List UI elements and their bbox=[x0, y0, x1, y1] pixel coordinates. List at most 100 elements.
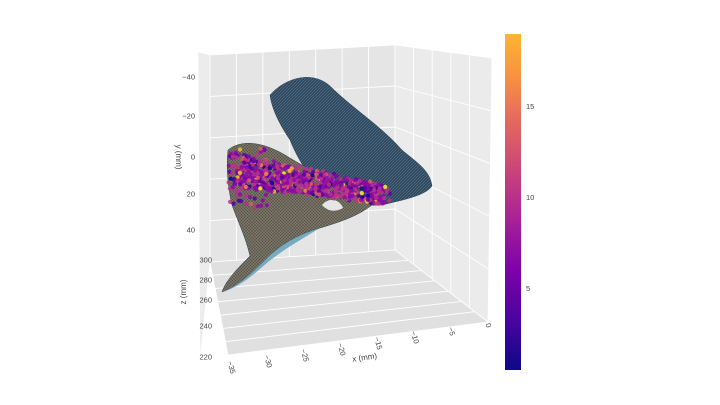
y-axis-ticks: −40 −20 0 20 40 bbox=[182, 73, 195, 235]
data-point bbox=[228, 151, 234, 156]
data-point bbox=[235, 188, 240, 194]
data-point bbox=[236, 165, 241, 170]
data-point bbox=[303, 188, 308, 193]
data-point bbox=[291, 173, 296, 178]
data-point bbox=[282, 166, 287, 172]
data-point bbox=[256, 162, 261, 167]
grid-line bbox=[222, 300, 462, 329]
data-point bbox=[251, 156, 256, 161]
data-point bbox=[350, 182, 355, 187]
y-tick-label: 40 bbox=[187, 226, 195, 235]
data-point bbox=[322, 172, 327, 178]
data-point bbox=[264, 203, 269, 208]
data-point bbox=[365, 197, 370, 202]
data-point bbox=[294, 171, 299, 176]
data-point bbox=[261, 180, 266, 185]
data-point bbox=[341, 186, 346, 191]
floor-plane bbox=[209, 249, 490, 356]
data-point bbox=[329, 177, 334, 182]
data-point bbox=[237, 182, 243, 187]
data-point bbox=[226, 180, 231, 185]
data-point bbox=[288, 177, 293, 182]
data-point bbox=[297, 164, 302, 169]
data-point bbox=[333, 188, 338, 193]
data-point bbox=[263, 167, 268, 172]
data-point bbox=[271, 159, 277, 164]
y-tick-label: 20 bbox=[187, 190, 195, 199]
data-point bbox=[264, 172, 269, 177]
data-point bbox=[320, 168, 326, 173]
data-point bbox=[313, 181, 318, 187]
data-point bbox=[289, 166, 294, 171]
data-point bbox=[339, 182, 344, 187]
data-point bbox=[334, 180, 339, 185]
data-point bbox=[353, 187, 358, 192]
data-point bbox=[281, 181, 286, 186]
colorbar-ticks: 5 10 15 bbox=[526, 102, 534, 293]
data-point bbox=[297, 180, 302, 185]
data-point bbox=[228, 199, 233, 204]
colorbar-tick-label: 15 bbox=[526, 102, 534, 111]
data-point bbox=[352, 178, 357, 183]
z-tick-label: 300 bbox=[199, 256, 212, 265]
grid-line bbox=[394, 208, 490, 270]
data-point bbox=[368, 179, 373, 184]
data-point bbox=[382, 200, 387, 205]
data-point bbox=[312, 187, 317, 192]
data-point bbox=[276, 180, 281, 185]
y-tick-label: 0 bbox=[191, 153, 195, 162]
data-point bbox=[253, 166, 258, 171]
data-point bbox=[306, 175, 311, 180]
data-point bbox=[269, 180, 274, 185]
data-point bbox=[366, 193, 371, 198]
data-point bbox=[304, 166, 309, 171]
data-point bbox=[230, 185, 235, 190]
data-point bbox=[255, 204, 260, 209]
y-axis-title: y (mm) bbox=[174, 145, 183, 170]
data-point bbox=[288, 185, 293, 190]
z-tick-label: 220 bbox=[199, 353, 212, 362]
data-point bbox=[331, 196, 336, 201]
data-point bbox=[269, 189, 274, 194]
x-tick-label: −5 bbox=[446, 326, 457, 337]
data-point bbox=[322, 179, 327, 184]
data-points bbox=[226, 146, 392, 210]
data-point bbox=[344, 178, 350, 183]
data-point bbox=[358, 198, 364, 203]
grid-line bbox=[225, 311, 475, 343]
x-tick-label: −10 bbox=[409, 330, 421, 345]
x-tick-label: −20 bbox=[336, 342, 348, 357]
data-point bbox=[359, 186, 364, 191]
data-point bbox=[265, 161, 270, 166]
data-point bbox=[243, 193, 248, 198]
data-point bbox=[377, 186, 382, 191]
data-point bbox=[306, 190, 311, 195]
grid-line bbox=[394, 126, 491, 165]
data-point bbox=[328, 192, 333, 197]
data-point bbox=[243, 184, 248, 190]
y-tick-label: −40 bbox=[182, 73, 195, 82]
data-point bbox=[287, 168, 292, 173]
data-point bbox=[237, 170, 242, 175]
data-point bbox=[262, 158, 267, 163]
data-point bbox=[359, 191, 364, 196]
z-axis-ticks: 220 240 260 280 300 bbox=[199, 256, 212, 362]
data-point bbox=[239, 165, 244, 170]
data-point bbox=[301, 178, 306, 183]
data-point bbox=[234, 155, 239, 160]
data-point bbox=[371, 200, 376, 205]
grid-line bbox=[215, 270, 422, 290]
data-point bbox=[239, 199, 244, 204]
data-point bbox=[230, 154, 235, 159]
data-point bbox=[238, 192, 243, 197]
z-tick-label: 240 bbox=[199, 322, 212, 331]
data-point bbox=[355, 190, 360, 195]
data-point bbox=[310, 173, 315, 178]
data-point bbox=[323, 189, 328, 194]
data-point bbox=[230, 170, 235, 175]
data-point bbox=[308, 166, 314, 171]
data-point bbox=[255, 175, 260, 180]
x-axis-title: x (mm) bbox=[352, 351, 378, 363]
data-point bbox=[327, 173, 332, 179]
data-point bbox=[253, 185, 258, 190]
